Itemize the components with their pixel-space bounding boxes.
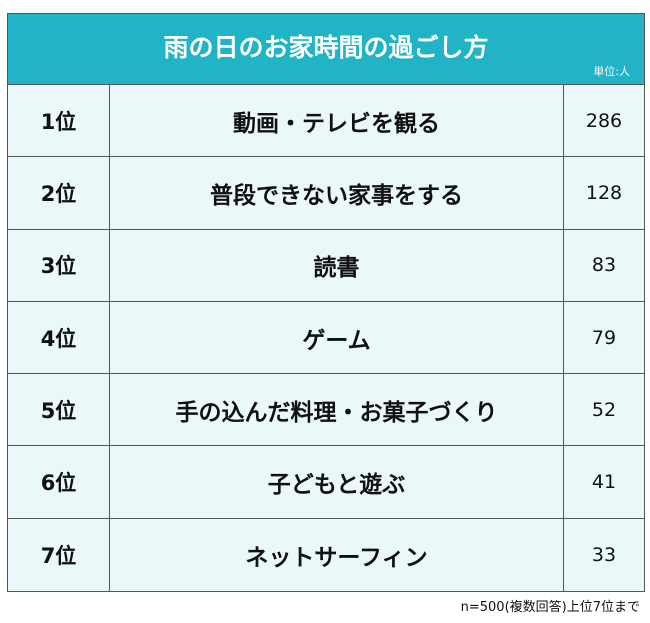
count-cell: 33: [591, 543, 617, 566]
rank-cell: 2位: [8, 157, 110, 229]
unit-label: 単位:人: [593, 65, 630, 78]
item-cell: ネットサーフィン: [110, 518, 564, 592]
item-cell: 普段できない家事をする: [110, 157, 564, 229]
rank-cell: 5位: [8, 374, 110, 446]
table-title: 雨の日のお家時間の過ごし方: [163, 33, 489, 62]
item-cell: 子どもと遊ぶ: [110, 446, 564, 518]
rank-cell: 7位: [8, 518, 110, 592]
count-cell: 286: [585, 109, 623, 132]
item-cell: 動画・テレビを観る: [110, 85, 564, 157]
table-row: 3位 読書 83: [8, 229, 644, 302]
rank-cell: 4位: [8, 301, 110, 374]
footnote: n=500(複数回答)上位7位まで: [460, 600, 640, 615]
count-cell: 52: [591, 398, 617, 421]
item-cell: ゲーム: [110, 301, 564, 374]
table-row: 5位 手の込んだ料理・お菓子づくり 52: [8, 374, 644, 447]
count-cell: 79: [591, 326, 617, 349]
table-header: 雨の日のお家時間の過ごし方 単位:人: [8, 14, 644, 85]
count-cell: 83: [591, 254, 617, 277]
table-row: 7位 ネットサーフィン 33: [8, 518, 644, 592]
table-row: 4位 ゲーム 79: [8, 301, 644, 375]
ranking-table: 雨の日のお家時間の過ごし方 単位:人 1位 動画・テレビを観る 286 2位 普段できな…: [7, 13, 645, 593]
item-cell: 手の込んだ料理・お菓子づくり: [110, 374, 564, 446]
table-row: 1位 動画・テレビを観る 286: [8, 85, 644, 158]
count-cell: 128: [585, 181, 623, 204]
count-cell: 41: [591, 471, 617, 494]
rank-cell: 3位: [8, 229, 110, 301]
table-row: 6位 子どもと遊ぶ 41: [8, 446, 644, 519]
table-row: 2位 普段できない家事をする 128: [8, 157, 644, 230]
item-cell: 読書: [110, 229, 564, 301]
rank-cell: 6位: [8, 446, 110, 518]
rank-cell: 1位: [8, 85, 110, 157]
